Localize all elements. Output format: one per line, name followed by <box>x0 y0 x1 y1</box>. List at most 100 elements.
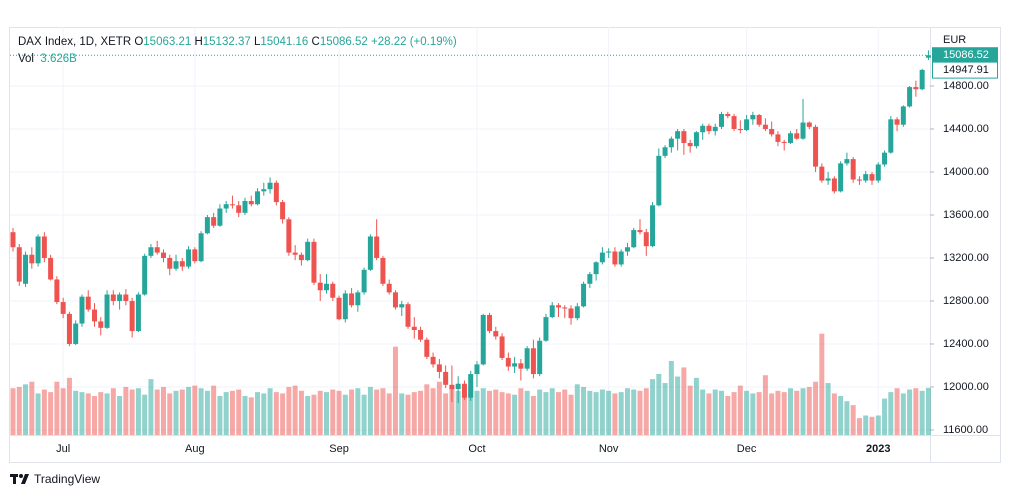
volume-bar <box>255 392 261 435</box>
y-tick-label: 12400.00 <box>943 338 989 350</box>
volume-bar <box>668 360 674 435</box>
y-tick-label: 12000.00 <box>943 381 989 393</box>
volume-bar <box>324 392 329 435</box>
volume-bar <box>750 393 756 435</box>
candle-body <box>875 164 881 181</box>
candle-body <box>179 261 185 267</box>
x-tick-label: Aug <box>185 443 205 455</box>
candle-body <box>436 364 442 372</box>
candle-body <box>838 163 844 192</box>
candle-body <box>762 124 768 129</box>
candle-body <box>643 232 649 247</box>
price-marker-box <box>932 61 998 79</box>
volume-bar <box>411 392 417 435</box>
candle-body <box>800 122 806 139</box>
candle-body <box>637 230 643 233</box>
volume-bar <box>217 396 223 435</box>
candle-body <box>850 159 856 180</box>
volume-bar <box>73 390 79 435</box>
candle-body <box>317 282 323 291</box>
x-tick-label: Dec <box>737 443 757 455</box>
candle-body <box>192 249 198 262</box>
volume-bar <box>154 389 160 435</box>
candle-body <box>606 251 612 253</box>
volume-bar <box>775 390 781 435</box>
candle-body <box>750 115 756 120</box>
volume-bar <box>66 377 72 435</box>
volume-bar <box>913 388 919 435</box>
brand-logo[interactable]: TradingView <box>10 472 100 486</box>
volume-bar <box>825 383 831 435</box>
volume-bar <box>104 393 110 435</box>
candle-body <box>624 247 630 252</box>
candle-body <box>737 129 743 131</box>
volume-bar <box>261 393 267 435</box>
volume-bar <box>487 390 493 435</box>
volume-bar <box>693 377 699 435</box>
volume-bar <box>612 393 618 435</box>
volume-bar <box>856 418 862 435</box>
candle-body <box>719 113 725 127</box>
candle-body <box>461 383 467 398</box>
candle-body <box>512 363 518 367</box>
candle-body <box>54 279 60 303</box>
volume-bar <box>305 396 311 435</box>
volume-bar <box>524 390 530 435</box>
volume-bar <box>819 333 825 435</box>
volume-bar <box>443 393 449 435</box>
volume-bar <box>656 373 662 435</box>
candle-body <box>919 69 925 90</box>
candle-body <box>217 208 223 226</box>
volume-value: 3.626B <box>40 53 77 65</box>
candle-body <box>581 283 587 307</box>
candle-body <box>844 159 850 164</box>
candle-body <box>117 294 123 301</box>
volume-bar <box>530 396 536 435</box>
volume-bar <box>706 393 712 435</box>
candle-body <box>693 132 699 147</box>
candle-body <box>668 138 674 148</box>
candle-body <box>242 201 248 213</box>
volume-bar <box>480 388 486 435</box>
volume-bar <box>129 389 135 435</box>
candle-body <box>593 262 599 275</box>
volume-bar <box>386 393 392 435</box>
candle-body <box>706 125 712 132</box>
volume-bar <box>236 389 242 435</box>
candle-body <box>361 269 367 293</box>
candle-body <box>487 314 493 332</box>
volume-bar <box>925 387 931 435</box>
volume-bar <box>813 381 819 435</box>
volume-bar <box>29 381 35 435</box>
close-value: 15086.52 <box>319 36 368 48</box>
volume-bar <box>806 386 812 435</box>
volume-bar <box>142 394 148 435</box>
volume-bar <box>787 388 793 435</box>
candle-body <box>731 116 737 129</box>
volume-bar <box>719 390 725 435</box>
volume-bar <box>900 393 906 435</box>
volume-bar <box>179 389 185 435</box>
legend-header: DAX Index, 1D, XETR O15063.21 H15132.37 … <box>18 34 457 68</box>
candle-body <box>142 255 148 295</box>
candle-body <box>98 321 104 328</box>
volume-bar <box>211 385 217 435</box>
volume-bar <box>280 393 286 435</box>
symbol-title: DAX Index, 1D, XETR <box>18 36 132 48</box>
volume-bar <box>110 388 116 435</box>
candle-body <box>493 331 499 337</box>
candle-body <box>267 182 273 190</box>
volume-bar <box>505 393 511 435</box>
candle-body <box>882 152 888 165</box>
volume-bar <box>762 375 768 435</box>
candle-body <box>787 133 793 143</box>
volume-bar <box>675 376 681 435</box>
candle-body <box>305 241 311 261</box>
volume-bar <box>850 405 856 435</box>
volume-bar <box>574 384 580 435</box>
candle-body <box>16 247 22 282</box>
candle-body <box>794 133 800 139</box>
candle-body <box>311 241 317 283</box>
candle-body <box>229 204 235 206</box>
